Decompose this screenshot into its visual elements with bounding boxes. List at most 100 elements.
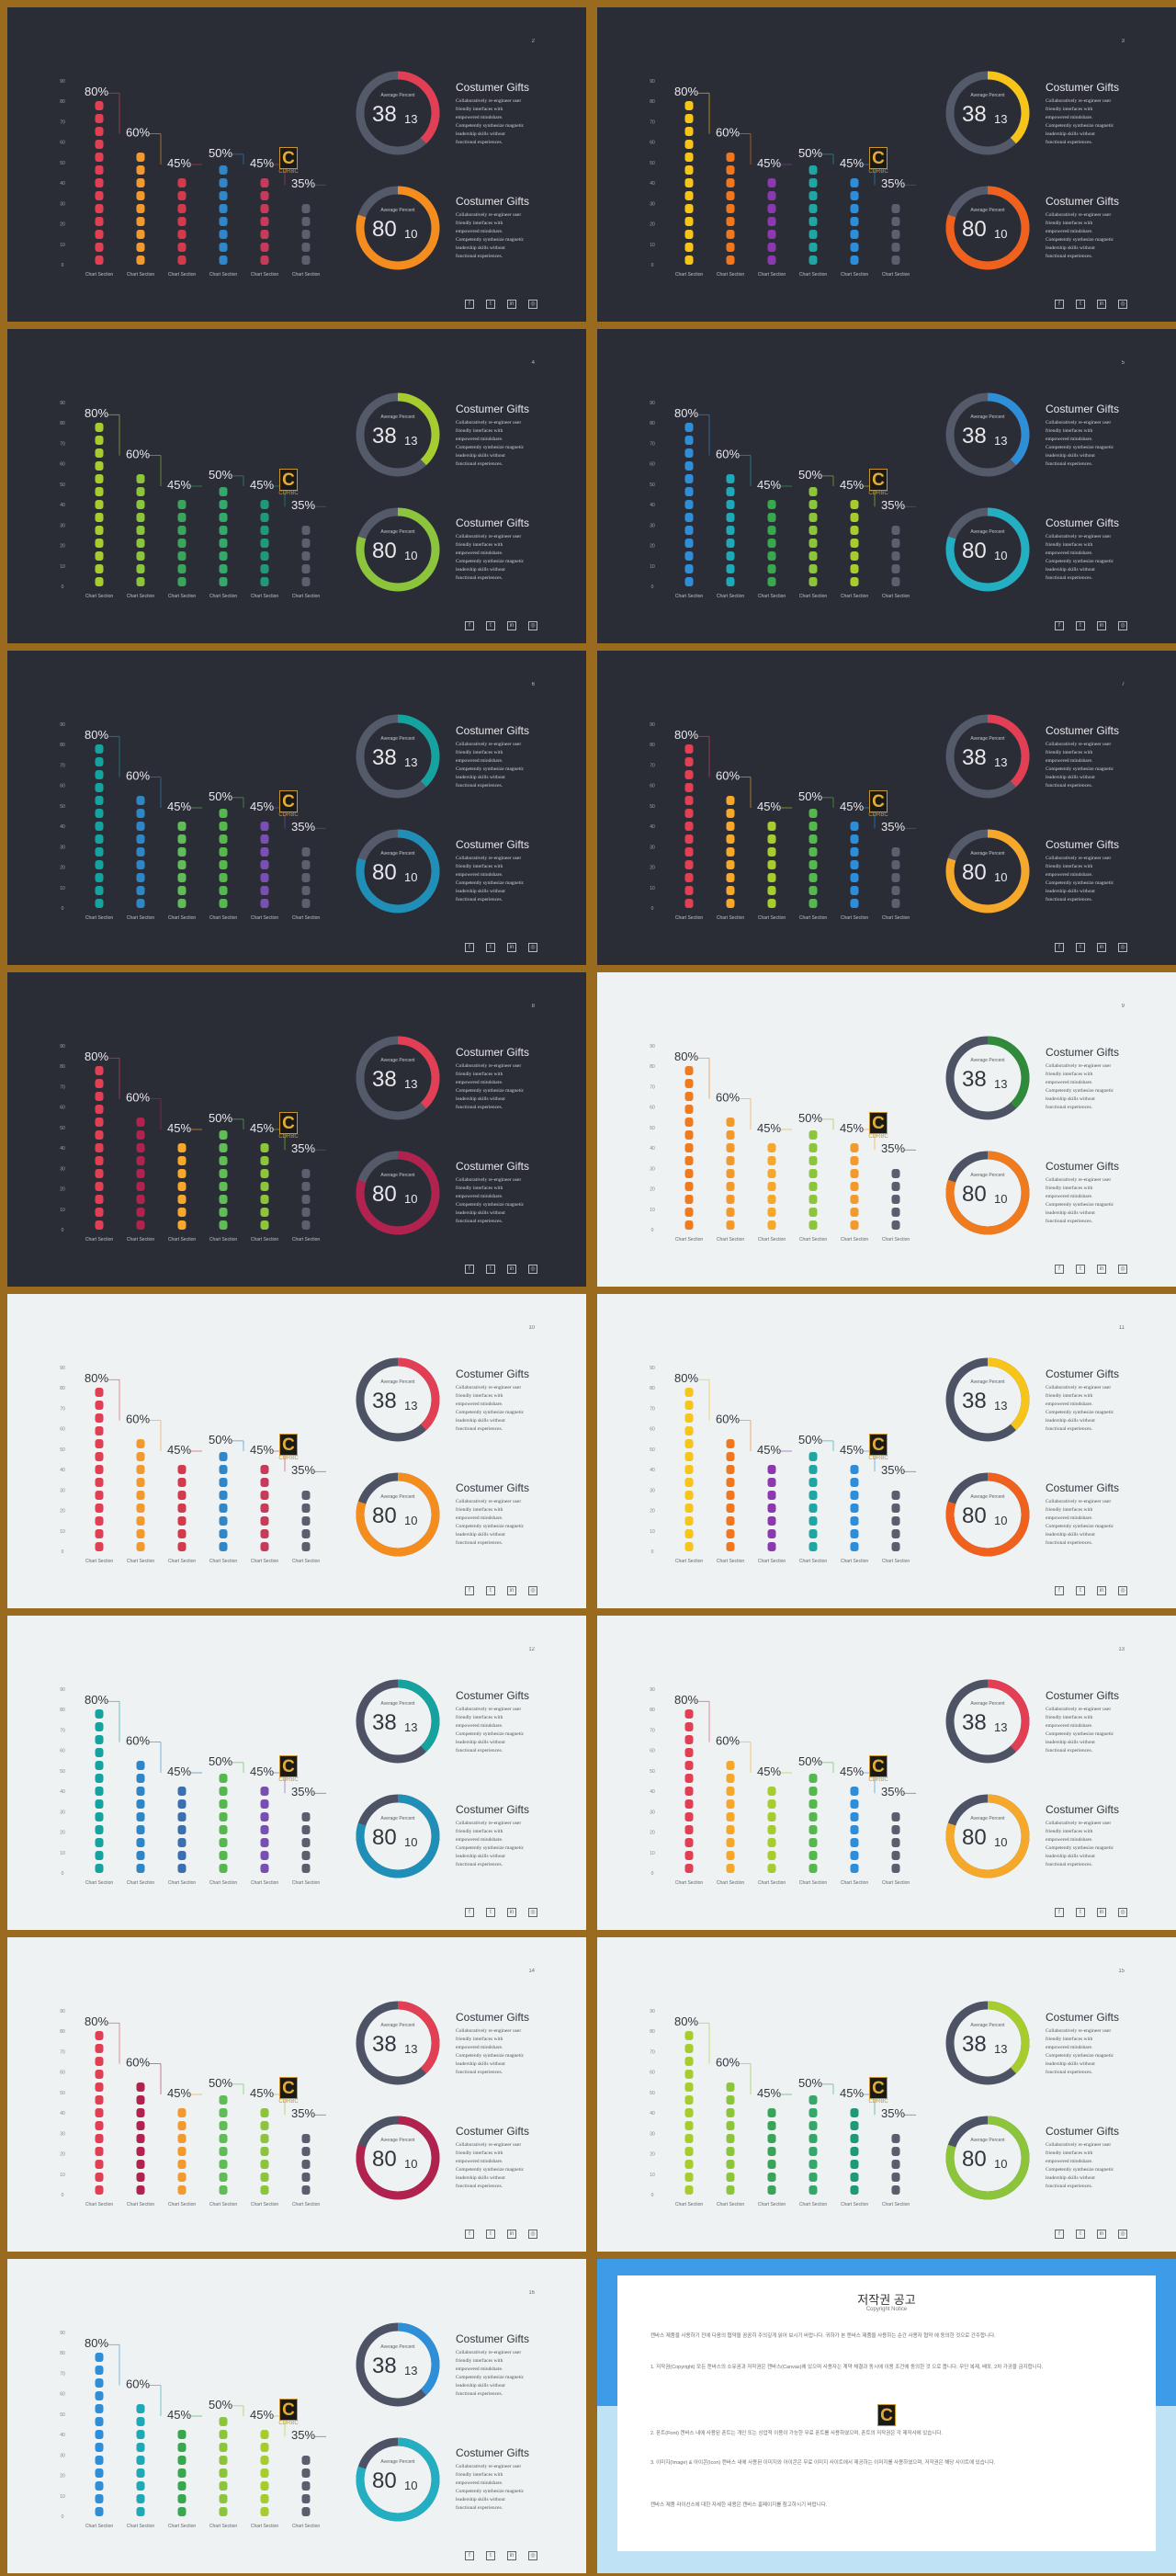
instagram-icon[interactable]: ◎ xyxy=(528,1265,537,1274)
twitter-icon[interactable]: t xyxy=(486,943,495,952)
y-tick-label: 70 xyxy=(650,119,655,125)
y-tick-label: 50 xyxy=(60,2091,65,2096)
instagram-icon[interactable]: ◎ xyxy=(528,1586,537,1595)
facebook-icon[interactable]: f xyxy=(1055,300,1064,309)
y-tick-label: 60 xyxy=(650,2071,655,2076)
percent-label: 60% xyxy=(716,2056,740,2070)
percent-label: 80% xyxy=(674,2014,698,2028)
bar-label: Chart Section xyxy=(799,272,828,278)
slide: 10 90 80 70 60 50 40 30 20 10 0 80% Chart Section 60%… xyxy=(7,1294,586,1608)
instagram-icon[interactable]: ◎ xyxy=(1118,943,1127,952)
facebook-icon[interactable]: f xyxy=(465,943,474,952)
linkedin-icon[interactable]: in xyxy=(507,2230,516,2239)
facebook-icon[interactable]: f xyxy=(465,621,474,630)
twitter-icon[interactable]: t xyxy=(1076,1586,1085,1595)
bar xyxy=(177,500,187,586)
gift-description-line: friendly interfaces with xyxy=(1046,1715,1093,1720)
donut-small-number: 10 xyxy=(404,2157,418,2171)
instagram-icon[interactable]: ◎ xyxy=(528,1908,537,1917)
facebook-icon[interactable]: f xyxy=(1055,1908,1064,1917)
linkedin-icon[interactable]: in xyxy=(1097,1908,1106,1917)
facebook-icon[interactable]: f xyxy=(465,2551,474,2560)
y-tick-label: 50 xyxy=(650,2091,655,2096)
linkedin-icon[interactable]: in xyxy=(507,1265,516,1274)
percent-label: 80% xyxy=(85,2014,108,2028)
percent-label: 45% xyxy=(757,478,781,492)
donut-caption: Average Percent xyxy=(970,1816,1005,1821)
twitter-icon[interactable]: t xyxy=(486,1908,495,1917)
twitter-icon[interactable]: t xyxy=(486,1265,495,1274)
twitter-icon[interactable]: t xyxy=(1076,943,1085,952)
gift-description-line: friendly interfaces with xyxy=(456,2472,503,2478)
linkedin-icon[interactable]: in xyxy=(1097,621,1106,630)
gift-description-line: empowered mindshare. xyxy=(1046,1837,1093,1843)
linkedin-icon[interactable]: in xyxy=(507,1908,516,1917)
facebook-icon[interactable]: f xyxy=(1055,1586,1064,1595)
instagram-icon[interactable]: ◎ xyxy=(528,621,537,630)
instagram-icon[interactable]: ◎ xyxy=(1118,621,1127,630)
facebook-icon[interactable]: f xyxy=(465,1908,474,1917)
gift-description-line: friendly interfaces with xyxy=(456,2150,503,2156)
twitter-icon[interactable]: t xyxy=(1076,1265,1085,1274)
percent-label: 45% xyxy=(250,478,274,492)
linkedin-icon[interactable]: in xyxy=(507,943,516,952)
instagram-icon[interactable]: ◎ xyxy=(528,2551,537,2560)
gift-description-line: functional experiences. xyxy=(456,254,503,259)
slide: 4 90 80 70 60 50 40 30 20 10 0 80% Chart Section 60% C… xyxy=(7,329,586,643)
bar-label: Chart Section xyxy=(292,2524,321,2529)
gift-description-line: Collaboratively re-engineer user xyxy=(456,420,522,426)
facebook-icon[interactable]: f xyxy=(1055,1265,1064,1274)
instagram-icon[interactable]: ◎ xyxy=(1118,1908,1127,1917)
instagram-icon[interactable]: ◎ xyxy=(1118,1586,1127,1595)
linkedin-icon[interactable]: in xyxy=(507,2551,516,2560)
twitter-icon[interactable]: t xyxy=(486,621,495,630)
twitter-icon[interactable]: t xyxy=(1076,1908,1085,1917)
instagram-icon[interactable]: ◎ xyxy=(1118,1265,1127,1274)
instagram-icon[interactable]: ◎ xyxy=(528,300,537,309)
gift-description-line: empowered mindshare. xyxy=(456,758,503,764)
gift-title: Costumer Gifts xyxy=(1046,516,1120,529)
gift-description-line: friendly interfaces with xyxy=(456,1072,503,1077)
instagram-icon[interactable]: ◎ xyxy=(1118,2230,1127,2239)
twitter-icon[interactable]: t xyxy=(486,2230,495,2239)
linkedin-icon[interactable]: in xyxy=(507,300,516,309)
instagram-icon[interactable]: ◎ xyxy=(1118,300,1127,309)
twitter-icon[interactable]: t xyxy=(486,2551,495,2560)
donut-arc xyxy=(356,2322,440,2407)
facebook-icon[interactable]: f xyxy=(465,1265,474,1274)
twitter-icon[interactable]: t xyxy=(486,1586,495,1595)
percent-label: 50% xyxy=(798,789,822,803)
y-tick-label: 10 xyxy=(650,1529,655,1535)
facebook-icon[interactable]: f xyxy=(1055,2230,1064,2239)
twitter-icon[interactable]: t xyxy=(1076,300,1085,309)
twitter-icon[interactable]: t xyxy=(1076,2230,1085,2239)
linkedin-icon[interactable]: in xyxy=(507,1586,516,1595)
facebook-icon[interactable]: f xyxy=(465,300,474,309)
facebook-icon[interactable]: f xyxy=(465,1586,474,1595)
linkedin-icon[interactable]: in xyxy=(1097,300,1106,309)
bar-label: Chart Section xyxy=(168,1559,197,1564)
facebook-icon[interactable]: f xyxy=(1055,943,1064,952)
y-tick-label: 50 xyxy=(60,804,65,810)
linkedin-icon[interactable]: in xyxy=(1097,943,1106,952)
linkedin-icon[interactable]: in xyxy=(507,621,516,630)
donut-small-number: 13 xyxy=(994,2042,1008,2056)
linkedin-icon[interactable]: in xyxy=(1097,1265,1106,1274)
bar-label: Chart Section xyxy=(209,1559,238,1564)
twitter-icon[interactable]: t xyxy=(486,300,495,309)
facebook-icon[interactable]: f xyxy=(1055,621,1064,630)
linkedin-icon[interactable]: in xyxy=(1097,2230,1106,2239)
instagram-icon[interactable]: ◎ xyxy=(528,943,537,952)
y-tick-label: 30 xyxy=(60,523,65,528)
gift-title: Costumer Gifts xyxy=(1046,1803,1120,1816)
gift-description-line: Competently synthesize magnetic xyxy=(456,1410,525,1415)
donut-caption: Average Percent xyxy=(970,529,1005,535)
instagram-icon[interactable]: ◎ xyxy=(528,2230,537,2239)
y-tick-label: 50 xyxy=(60,161,65,166)
facebook-icon[interactable]: f xyxy=(465,2230,474,2239)
bar-label: Chart Section xyxy=(717,594,745,599)
linkedin-icon[interactable]: in xyxy=(1097,1586,1106,1595)
twitter-icon[interactable]: t xyxy=(1076,621,1085,630)
bar xyxy=(136,2404,145,2516)
percent-label: 60% xyxy=(716,769,740,783)
